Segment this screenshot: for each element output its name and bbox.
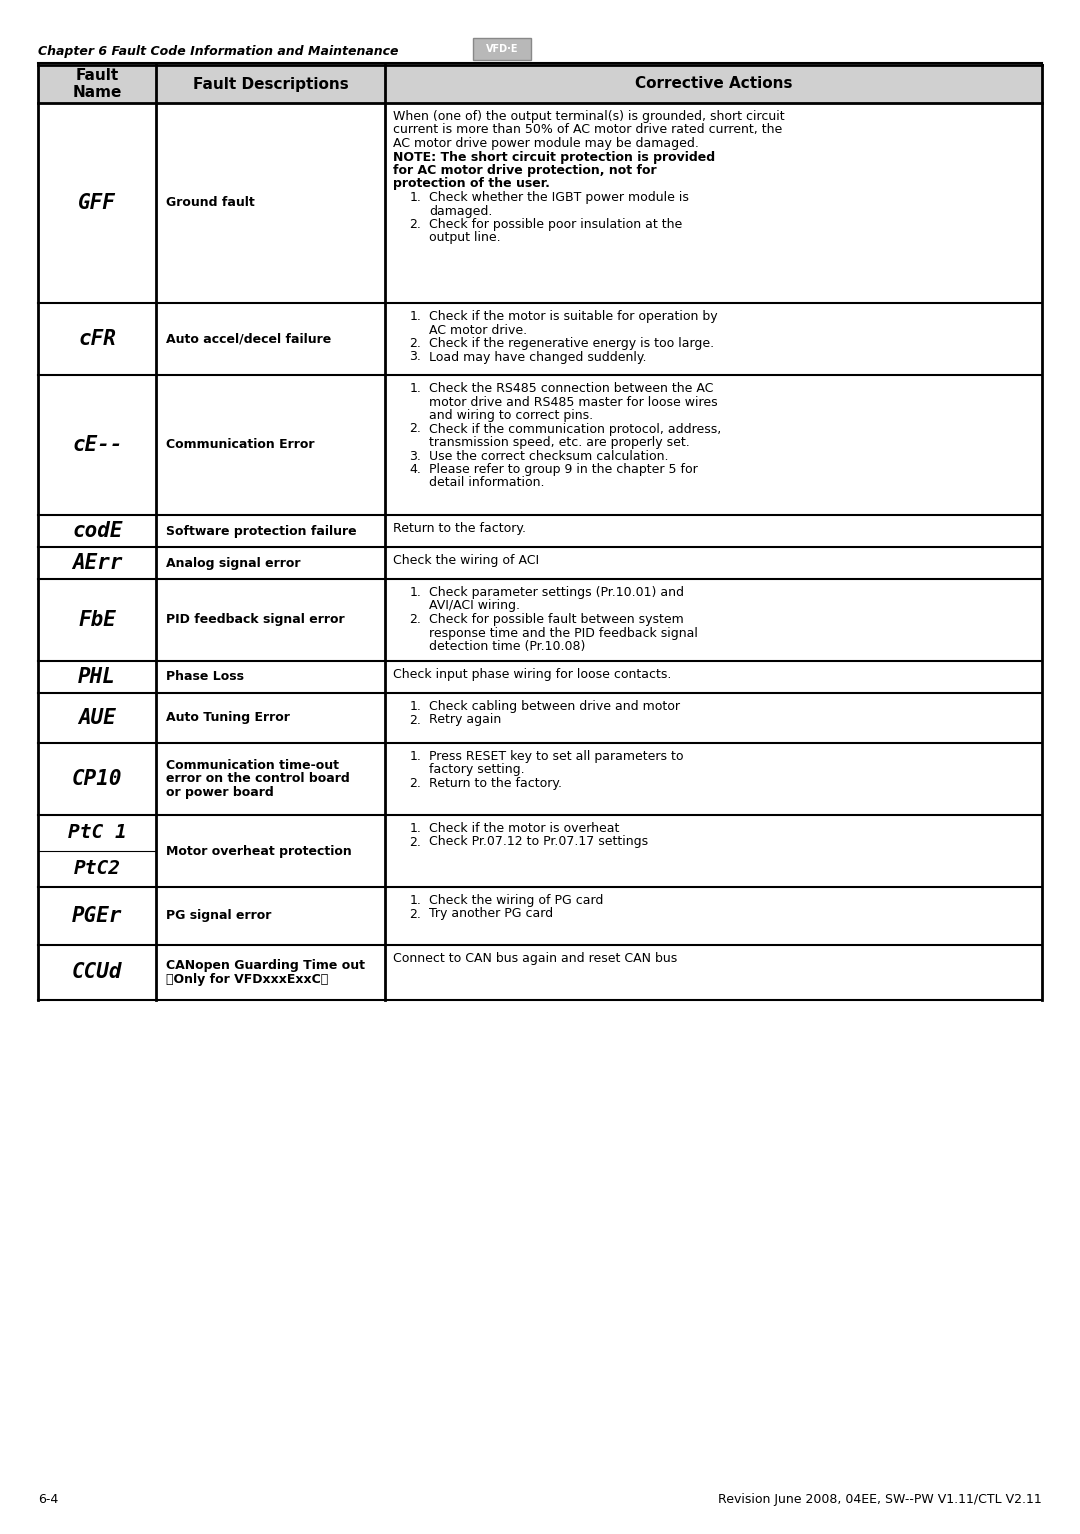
Text: AC motor drive.: AC motor drive.: [430, 324, 527, 336]
Text: and wiring to correct pins.: and wiring to correct pins.: [430, 410, 594, 422]
Text: Chapter 6 Fault Code Information and Maintenance: Chapter 6 Fault Code Information and Mai…: [38, 44, 399, 58]
Text: 2.: 2.: [409, 908, 421, 920]
Text: 2.: 2.: [409, 422, 421, 436]
Text: 2.: 2.: [409, 836, 421, 848]
Text: 1.: 1.: [409, 310, 421, 324]
Text: for AC motor drive protection, not for: for AC motor drive protection, not for: [393, 164, 657, 176]
Text: Check parameter settings (Pr.10.01) and: Check parameter settings (Pr.10.01) and: [430, 586, 685, 598]
Text: error on the control board: error on the control board: [166, 773, 350, 785]
Text: Connect to CAN bus again and reset CAN bus: Connect to CAN bus again and reset CAN b…: [393, 953, 677, 965]
Text: Check if the regenerative energy is too large.: Check if the regenerative energy is too …: [430, 337, 715, 350]
Text: CP10: CP10: [72, 769, 122, 788]
Text: detail information.: detail information.: [430, 477, 545, 489]
Text: Retry again: Retry again: [430, 713, 501, 727]
Text: PG signal error: PG signal error: [166, 910, 272, 922]
Text: Communication Error: Communication Error: [166, 439, 315, 451]
Text: AC motor drive power module may be damaged.: AC motor drive power module may be damag…: [393, 137, 699, 150]
Text: Check input phase wiring for loose contacts.: Check input phase wiring for loose conta…: [393, 667, 672, 681]
Text: factory setting.: factory setting.: [430, 764, 525, 776]
Text: Revision June 2008, 04EE, SW--PW V1.11/CTL V2.11: Revision June 2008, 04EE, SW--PW V1.11/C…: [718, 1493, 1042, 1506]
Text: Analog signal error: Analog signal error: [166, 557, 301, 569]
Text: VFD·E: VFD·E: [486, 44, 518, 54]
Text: current is more than 50% of AC motor drive rated current, the: current is more than 50% of AC motor dri…: [393, 124, 783, 137]
Text: Return to the factory.: Return to the factory.: [393, 522, 526, 535]
Text: 1.: 1.: [409, 382, 421, 394]
Bar: [38, 64, 1042, 103]
Text: 1.: 1.: [409, 586, 421, 598]
Text: PGEr: PGEr: [72, 907, 122, 927]
Text: 4.: 4.: [409, 463, 421, 476]
Text: GFF: GFF: [78, 193, 117, 213]
Text: Communication time-out: Communication time-out: [166, 759, 339, 772]
Text: damaged.: damaged.: [430, 204, 492, 218]
Text: Check the wiring of ACI: Check the wiring of ACI: [393, 554, 540, 568]
Text: transmission speed, etc. are properly set.: transmission speed, etc. are properly se…: [430, 436, 690, 449]
Text: protection of the user.: protection of the user.: [393, 178, 550, 190]
Text: Check the wiring of PG card: Check the wiring of PG card: [430, 894, 604, 907]
Text: 6-4: 6-4: [38, 1493, 58, 1506]
Text: Check whether the IGBT power module is: Check whether the IGBT power module is: [430, 192, 689, 204]
Text: cE--: cE--: [72, 436, 122, 456]
Text: motor drive and RS485 master for loose wires: motor drive and RS485 master for loose w…: [430, 396, 718, 408]
Text: FbE: FbE: [78, 611, 117, 630]
Text: Please refer to group 9 in the chapter 5 for: Please refer to group 9 in the chapter 5…: [430, 463, 698, 476]
Text: 3.: 3.: [409, 350, 421, 364]
Text: Use the correct checksum calculation.: Use the correct checksum calculation.: [430, 449, 669, 462]
Text: 2.: 2.: [409, 614, 421, 626]
Text: Check Pr.07.12 to Pr.07.17 settings: Check Pr.07.12 to Pr.07.17 settings: [430, 836, 648, 848]
Text: Check if the motor is overheat: Check if the motor is overheat: [430, 822, 620, 834]
Text: （Only for VFDxxxExxC）: （Only for VFDxxxExxC）: [166, 973, 328, 986]
Text: 2.: 2.: [409, 218, 421, 232]
Text: Fault
Name: Fault Name: [72, 67, 122, 100]
Text: Check for possible fault between system: Check for possible fault between system: [430, 614, 684, 626]
Text: PtC 1: PtC 1: [68, 824, 126, 842]
Text: AErr: AErr: [72, 552, 122, 574]
Text: CANopen Guarding Time out: CANopen Guarding Time out: [166, 959, 365, 973]
Text: Press RESET key to set all parameters to: Press RESET key to set all parameters to: [430, 750, 684, 762]
Text: 2.: 2.: [409, 713, 421, 727]
Text: Return to the factory.: Return to the factory.: [430, 778, 563, 790]
Text: PHL: PHL: [78, 667, 117, 687]
Text: Check the RS485 connection between the AC: Check the RS485 connection between the A…: [430, 382, 714, 394]
Text: output line.: output line.: [430, 232, 501, 244]
Text: Fault Descriptions: Fault Descriptions: [193, 77, 349, 92]
Text: Motor overheat protection: Motor overheat protection: [166, 845, 352, 858]
Text: or power board: or power board: [166, 785, 274, 799]
Text: Check for possible poor insulation at the: Check for possible poor insulation at th…: [430, 218, 683, 232]
Text: PtC2: PtC2: [73, 859, 121, 879]
Text: 1.: 1.: [409, 750, 421, 762]
Text: 1.: 1.: [409, 192, 421, 204]
Text: Check cabling between drive and motor: Check cabling between drive and motor: [430, 700, 680, 713]
Text: detection time (Pr.10.08): detection time (Pr.10.08): [430, 640, 585, 653]
Text: Try another PG card: Try another PG card: [430, 908, 554, 920]
Text: Corrective Actions: Corrective Actions: [635, 77, 793, 92]
Text: 1.: 1.: [409, 822, 421, 834]
Text: 1.: 1.: [409, 700, 421, 713]
Text: 3.: 3.: [409, 449, 421, 462]
Text: Check if the communication protocol, address,: Check if the communication protocol, add…: [430, 422, 721, 436]
Text: AUE: AUE: [78, 709, 117, 729]
Text: Load may have changed suddenly.: Load may have changed suddenly.: [430, 350, 647, 364]
Text: AVI/ACI wiring.: AVI/ACI wiring.: [430, 600, 521, 612]
Text: response time and the PID feedback signal: response time and the PID feedback signa…: [430, 626, 699, 640]
Text: 2.: 2.: [409, 778, 421, 790]
Text: NOTE: The short circuit protection is provided: NOTE: The short circuit protection is pr…: [393, 150, 716, 164]
Text: Auto accel/decel failure: Auto accel/decel failure: [166, 333, 332, 345]
Text: Software protection failure: Software protection failure: [166, 525, 357, 537]
Text: codE: codE: [72, 522, 122, 542]
Text: CCUd: CCUd: [72, 962, 122, 982]
Text: Auto Tuning Error: Auto Tuning Error: [166, 712, 291, 724]
Text: Ground fault: Ground fault: [166, 196, 255, 210]
Bar: [473, 38, 531, 60]
Text: 2.: 2.: [409, 337, 421, 350]
Text: When (one of) the output terminal(s) is grounded, short circuit: When (one of) the output terminal(s) is …: [393, 110, 785, 123]
Text: cFR: cFR: [78, 328, 117, 350]
Text: PID feedback signal error: PID feedback signal error: [166, 614, 346, 626]
Text: 1.: 1.: [409, 894, 421, 907]
Text: Check if the motor is suitable for operation by: Check if the motor is suitable for opera…: [430, 310, 718, 324]
Text: Phase Loss: Phase Loss: [166, 670, 244, 684]
